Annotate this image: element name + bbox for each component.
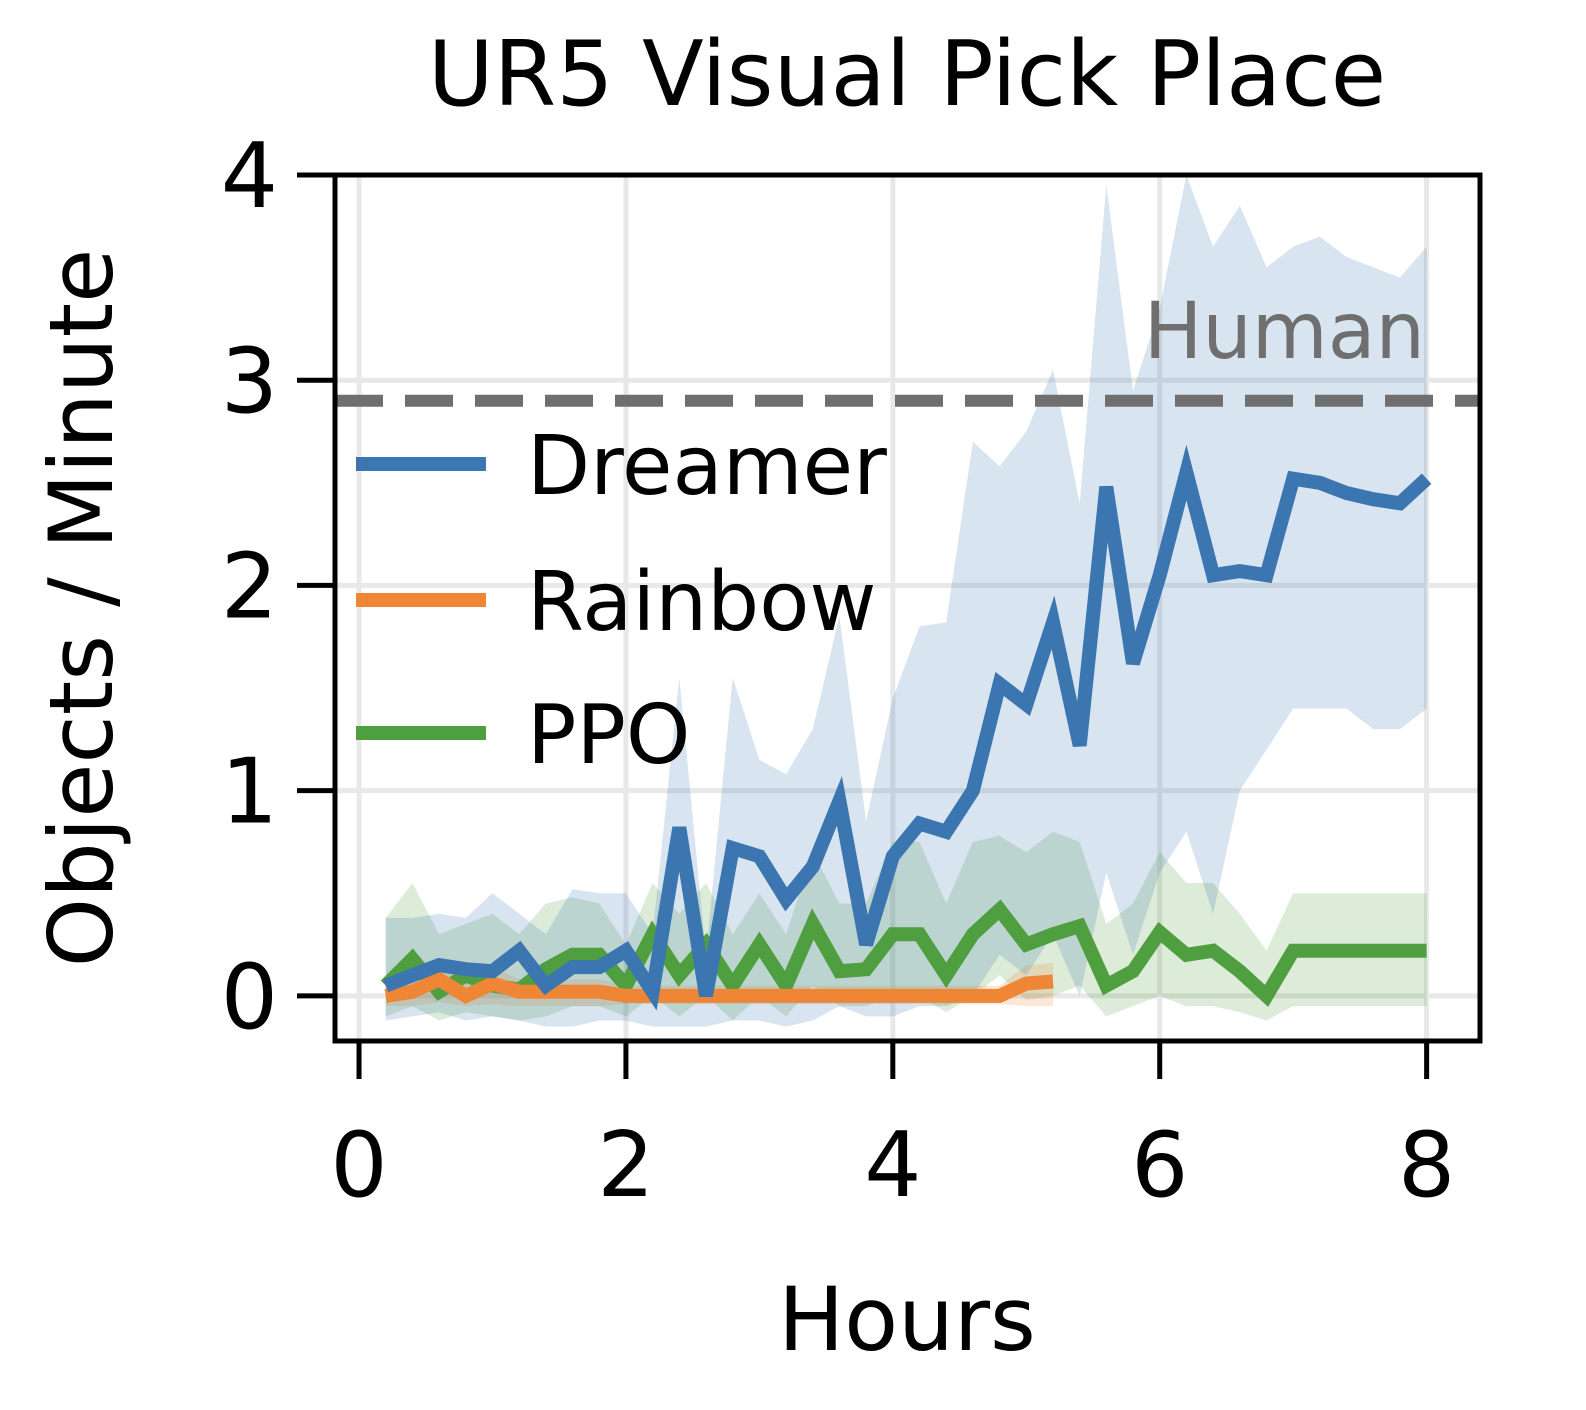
x-tick-label: 4: [864, 1113, 921, 1218]
y-axis: 0 1 2 3 4: [221, 124, 335, 1050]
legend-label-rainbow: Rainbow: [527, 555, 876, 650]
x-axis-label: Hours: [778, 1268, 1036, 1371]
y-tick-label: 1: [221, 740, 278, 845]
x-tick-label: 2: [597, 1113, 654, 1218]
line-rainbow: [384, 971, 1054, 1004]
x-tick-label: 0: [330, 1113, 387, 1218]
line-dreamer: [383, 444, 1432, 1011]
y-tick-label: 4: [221, 124, 278, 229]
legend-label-dreamer: Dreamer: [527, 419, 887, 514]
reference-line-label: Human: [1144, 287, 1425, 377]
x-tick-label: 6: [1131, 1113, 1188, 1218]
legend-label-ppo: PPO: [527, 688, 690, 783]
x-axis: 0 2 4 6 8: [330, 1041, 1455, 1218]
band-dreamer: [385, 175, 1427, 1027]
legend: Dreamer Rainbow PPO: [356, 419, 887, 783]
y-tick-label: 0: [221, 945, 278, 1050]
y-tick-label: 3: [221, 329, 278, 434]
y-axis-label: Objects / Minute: [30, 249, 133, 968]
series-lines: [380, 444, 1432, 1011]
y-tick-label: 2: [221, 534, 278, 639]
plot-frame: [332, 172, 1483, 1044]
line-ppo: [380, 899, 1427, 1007]
chart-title: UR5 Visual Pick Place: [428, 22, 1386, 127]
x-tick-label: 8: [1398, 1113, 1455, 1218]
